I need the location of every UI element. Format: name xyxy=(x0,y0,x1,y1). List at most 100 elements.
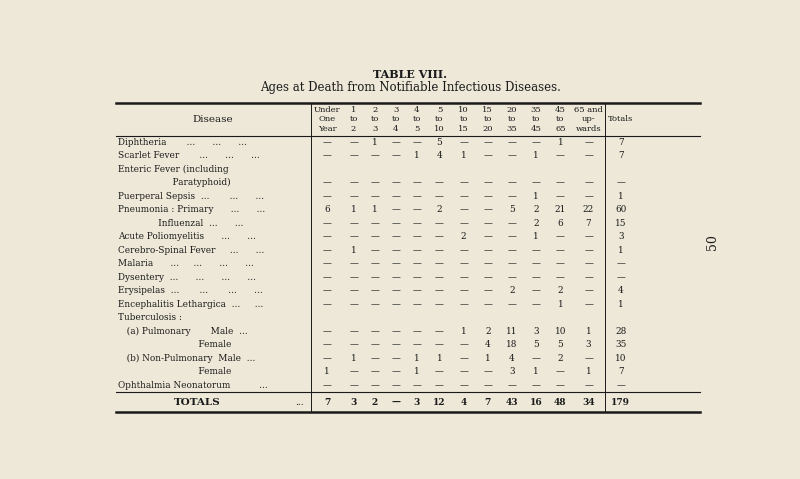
Text: 1: 1 xyxy=(618,300,624,309)
Text: 3: 3 xyxy=(509,367,515,376)
Text: —: — xyxy=(370,259,379,268)
Text: —: — xyxy=(483,138,492,147)
Text: —: — xyxy=(459,367,468,376)
Text: —: — xyxy=(322,300,331,309)
Text: Tuberculosis :: Tuberculosis : xyxy=(118,313,182,322)
Text: 3: 3 xyxy=(586,340,591,349)
Text: —: — xyxy=(435,340,444,349)
Text: —: — xyxy=(459,259,468,268)
Text: —: — xyxy=(584,259,593,268)
Text: —: — xyxy=(507,138,517,147)
Text: Female: Female xyxy=(118,340,231,349)
Text: —: — xyxy=(507,232,517,241)
Text: —: — xyxy=(435,327,444,336)
Text: 5: 5 xyxy=(534,340,539,349)
Text: 1: 1 xyxy=(350,246,357,255)
Text: —: — xyxy=(391,381,400,390)
Text: 3: 3 xyxy=(618,232,624,241)
Text: 48: 48 xyxy=(554,398,566,407)
Text: 7: 7 xyxy=(586,219,591,228)
Text: —: — xyxy=(584,354,593,363)
Text: 35: 35 xyxy=(615,340,626,349)
Text: 5
to
10: 5 to 10 xyxy=(434,106,445,133)
Text: 1: 1 xyxy=(558,300,563,309)
Text: 45
to
65: 45 to 65 xyxy=(555,106,566,133)
Text: 7: 7 xyxy=(618,367,624,376)
Text: 65 and
up-
wards: 65 and up- wards xyxy=(574,106,603,133)
Text: —: — xyxy=(370,381,379,390)
Text: —: — xyxy=(322,232,331,241)
Text: —: — xyxy=(507,259,517,268)
Text: —: — xyxy=(322,327,331,336)
Text: —: — xyxy=(584,138,593,147)
Text: —: — xyxy=(584,151,593,160)
Text: 6: 6 xyxy=(558,219,563,228)
Text: Paratyphoid): Paratyphoid) xyxy=(118,178,230,187)
Text: 1: 1 xyxy=(372,138,378,147)
Text: —: — xyxy=(391,178,400,187)
Text: —: — xyxy=(584,381,593,390)
Text: —: — xyxy=(412,205,422,215)
Text: Ages at Death from Notifiable Infectious Diseases.: Ages at Death from Notifiable Infectious… xyxy=(259,81,561,94)
Text: —: — xyxy=(435,273,444,282)
Text: 1: 1 xyxy=(414,354,420,363)
Text: Totals: Totals xyxy=(608,115,634,124)
Text: 2: 2 xyxy=(371,398,378,407)
Text: —: — xyxy=(391,192,400,201)
Text: 10: 10 xyxy=(554,327,566,336)
Text: —: — xyxy=(412,138,422,147)
Text: 4: 4 xyxy=(485,340,490,349)
Text: 15: 15 xyxy=(615,219,626,228)
Text: 1: 1 xyxy=(618,192,624,201)
Text: 1: 1 xyxy=(534,367,539,376)
Text: —: — xyxy=(483,273,492,282)
Text: —: — xyxy=(349,178,358,187)
Text: 3: 3 xyxy=(534,327,539,336)
Text: —: — xyxy=(322,273,331,282)
Text: 1: 1 xyxy=(586,367,591,376)
Text: —: — xyxy=(532,286,541,296)
Text: Dysentery  ...      ...      ...      ...: Dysentery ... ... ... ... xyxy=(118,273,256,282)
Text: —: — xyxy=(391,151,400,160)
Text: 1: 1 xyxy=(485,354,490,363)
Text: —: — xyxy=(507,151,517,160)
Text: —: — xyxy=(483,381,492,390)
Text: —: — xyxy=(412,232,422,241)
Text: 2: 2 xyxy=(534,219,539,228)
Text: Malaria      ...     ...      ...      ...: Malaria ... ... ... ... xyxy=(118,259,254,268)
Text: —: — xyxy=(556,259,565,268)
Text: 1: 1 xyxy=(618,246,624,255)
Text: —: — xyxy=(412,273,422,282)
Text: 2: 2 xyxy=(558,354,563,363)
Text: —: — xyxy=(532,354,541,363)
Text: —: — xyxy=(483,246,492,255)
Text: 1: 1 xyxy=(461,151,466,160)
Text: Under
One
Year: Under One Year xyxy=(314,106,340,133)
Text: —: — xyxy=(483,151,492,160)
Text: 2: 2 xyxy=(461,232,466,241)
Text: Diphtheria       ...      ...      ...: Diphtheria ... ... ... xyxy=(118,138,247,147)
Text: —: — xyxy=(322,286,331,296)
Text: —: — xyxy=(412,246,422,255)
Text: 11: 11 xyxy=(506,327,518,336)
Text: 2: 2 xyxy=(509,286,515,296)
Text: —: — xyxy=(459,205,468,215)
Text: Influenzal  ...      ...: Influenzal ... ... xyxy=(118,219,243,228)
Text: 4: 4 xyxy=(437,151,442,160)
Text: 7: 7 xyxy=(324,398,330,407)
Text: —: — xyxy=(391,273,400,282)
Text: —: — xyxy=(616,273,626,282)
Text: —: — xyxy=(349,286,358,296)
Text: 7: 7 xyxy=(618,151,624,160)
Text: Disease: Disease xyxy=(193,115,234,124)
Text: —: — xyxy=(349,273,358,282)
Text: —: — xyxy=(507,246,517,255)
Text: 22: 22 xyxy=(583,205,594,215)
Text: 179: 179 xyxy=(611,398,630,407)
Text: —: — xyxy=(370,273,379,282)
Text: Enteric Fever (including: Enteric Fever (including xyxy=(118,165,229,174)
Text: —: — xyxy=(412,219,422,228)
Text: —: — xyxy=(459,340,468,349)
Text: —: — xyxy=(370,354,379,363)
Text: —: — xyxy=(435,381,444,390)
